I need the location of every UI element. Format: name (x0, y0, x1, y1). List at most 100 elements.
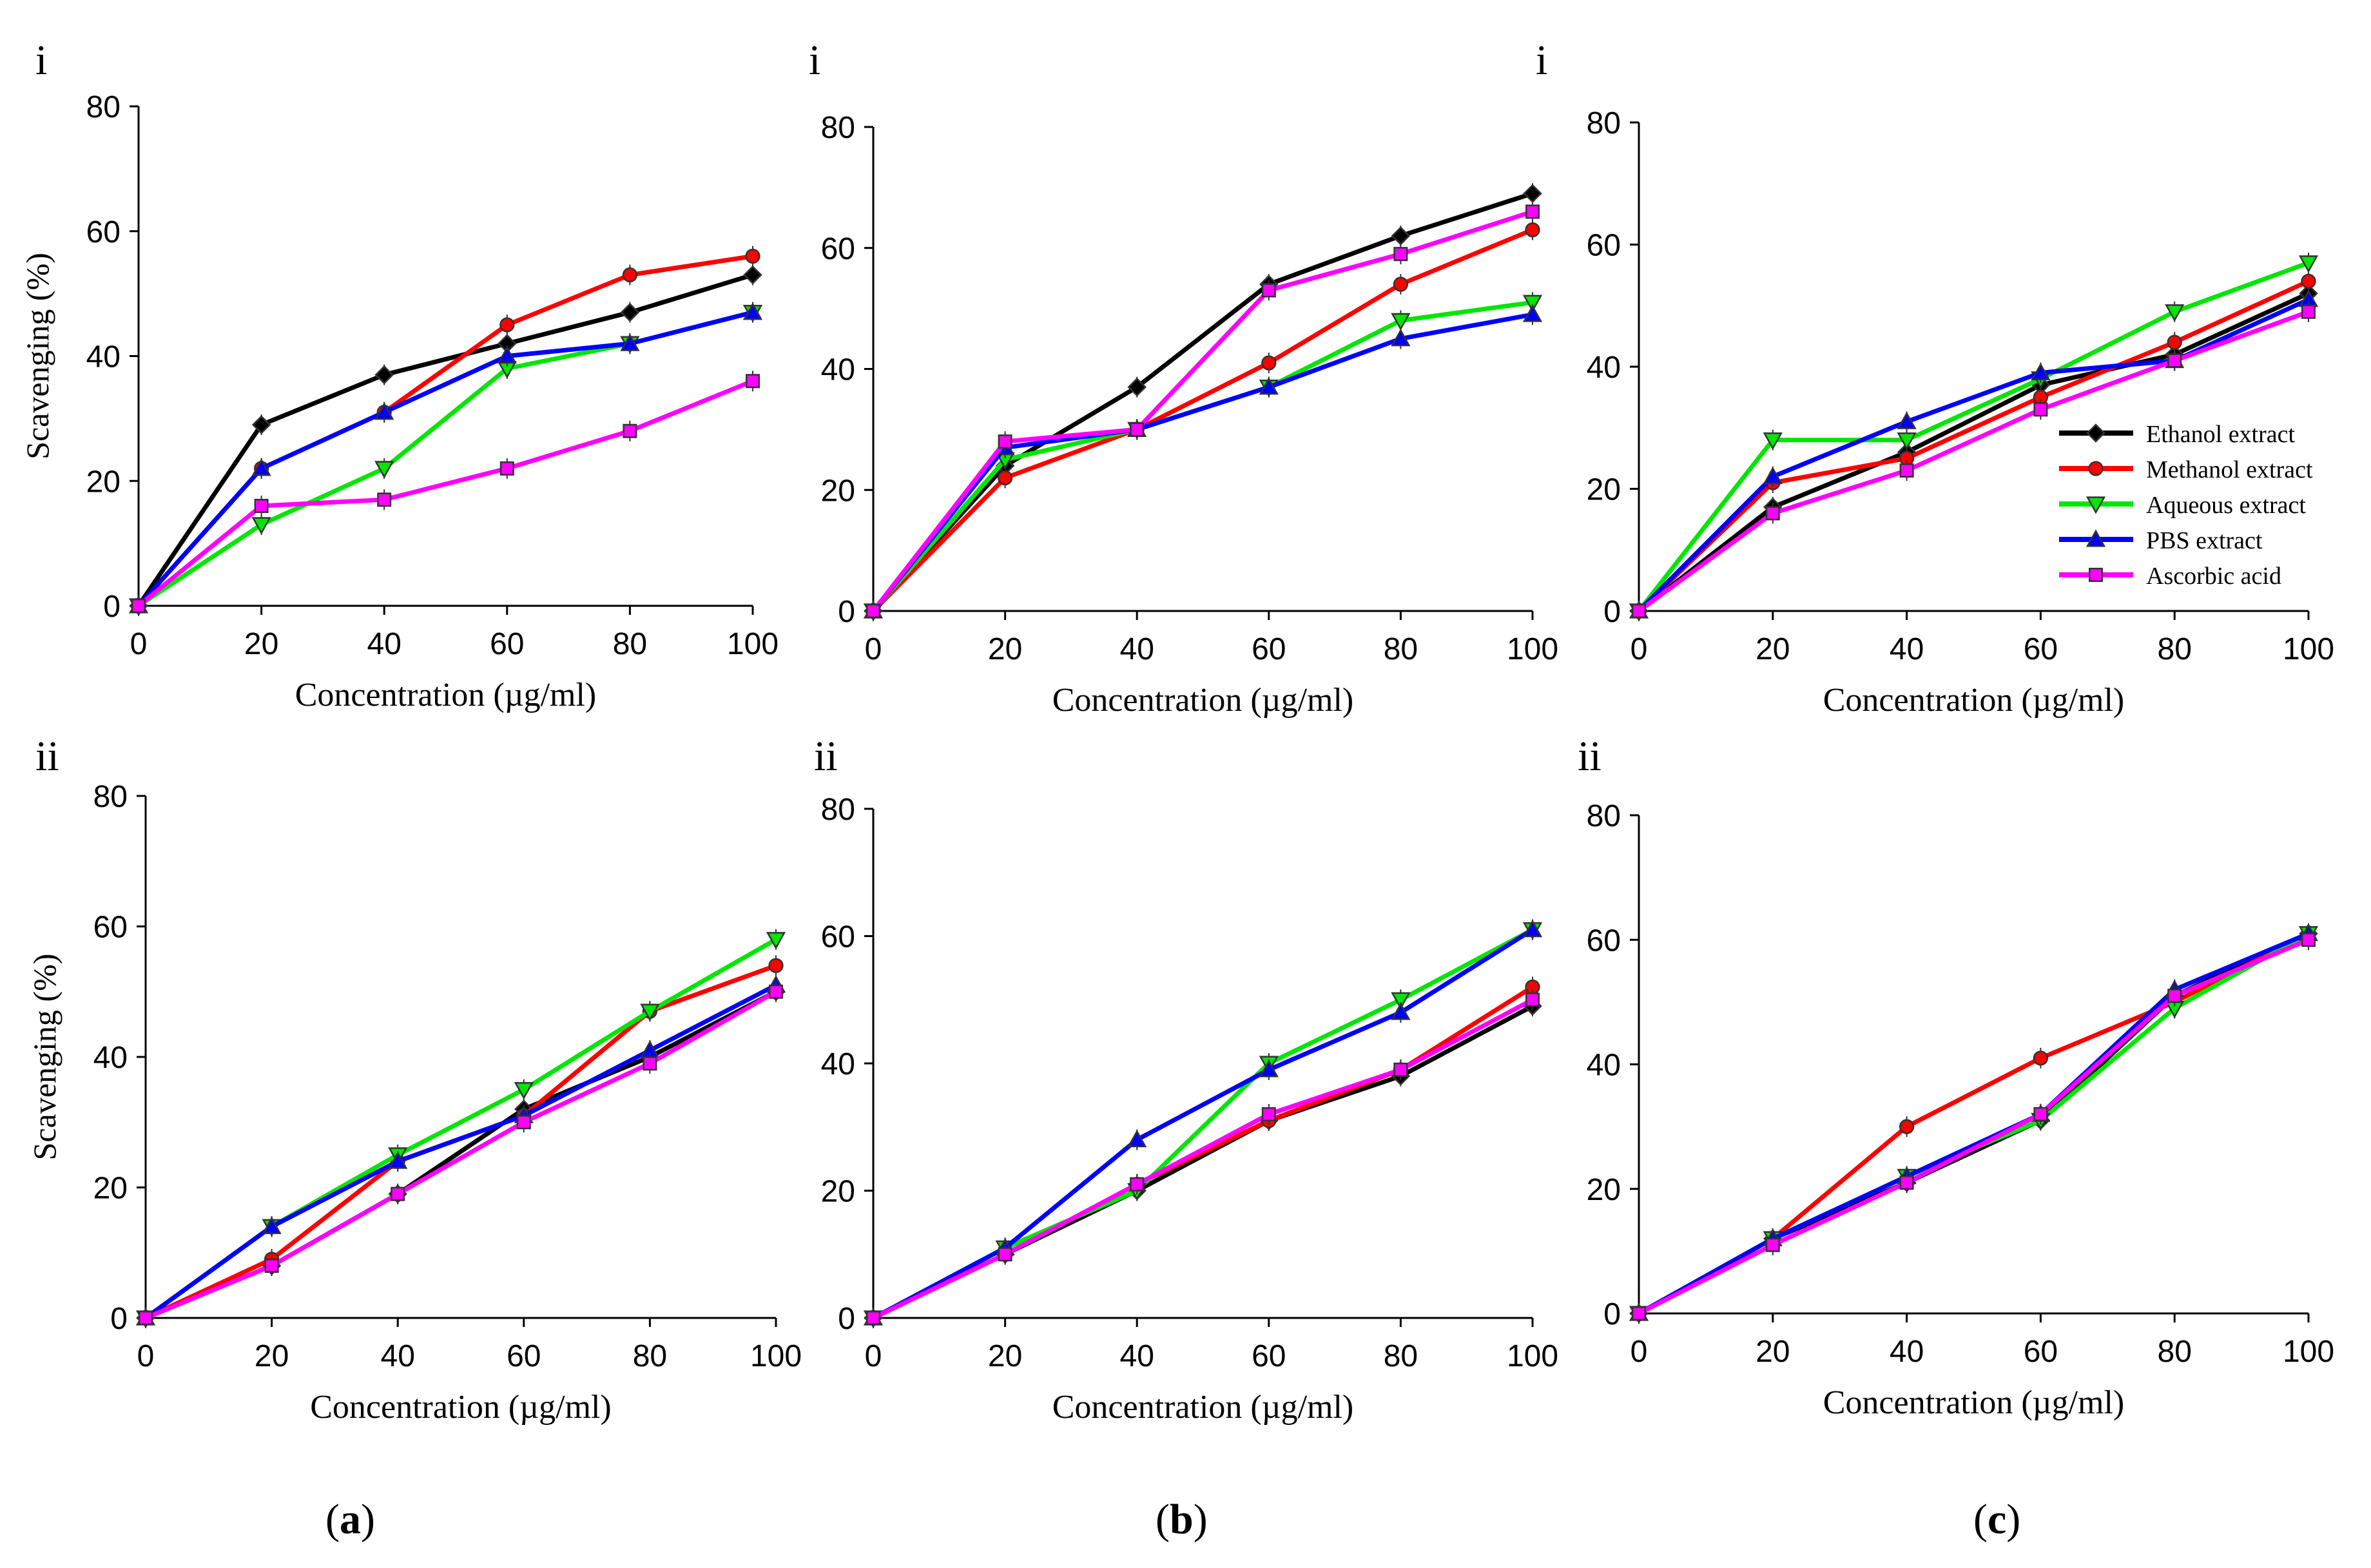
chart-ii-b: ii 0 20 40 60 80 0 20 40 60 80 100 Concentration (µg… (814, 733, 1558, 1426)
chart-i-a-series-aqueous-extract-line (137, 310, 753, 608)
panel-label-a: (a) (325, 1495, 375, 1544)
chart-i-c-xtick-label: 20 (1756, 632, 1790, 666)
chart-ii-a-series-methanol-extract-line (144, 963, 777, 1321)
chart-i-c-xtick-label: 0 (1631, 632, 1648, 666)
chart-i-c-series-ascorbic-acid-point-5 (2301, 304, 2316, 319)
chart-i-c-x-axis-title: Concentration (µg/ml) (1823, 682, 2125, 719)
chart-i-c-ytick-label: 20 (1587, 473, 1621, 507)
chart-i-a-ytick-label: 80 (86, 90, 121, 124)
chart-ii-c-xtick-label: 60 (2024, 1335, 2058, 1369)
chart-ii-c-xtick-label: 0 (1631, 1335, 1648, 1369)
chart-i-b-series-ascorbic-acid-line (871, 209, 1534, 613)
chart-i-a-series-ascorbic-acid-point-1 (254, 499, 269, 513)
chart-ii-c-x-axis-title: Concentration (µg/ml) (1823, 1384, 2125, 1421)
legend-label-ethanol-extract: Ethanol extract (2146, 421, 2296, 448)
chart-ii-c-series-pbs-extract-line (1638, 931, 2310, 1316)
legend-label-ascorbic-acid: Ascorbic acid (2146, 563, 2281, 590)
chart-ii-b-series-aqueous-extract-line (872, 927, 1534, 1321)
chart-i-c: i 0 20 40 60 80 0 20 40 60 80 100 Concentration (µg/… (1536, 37, 2334, 719)
chart-ii-a-series-ascorbic-acid-point-0 (139, 1311, 153, 1325)
chart-ii-a-series-ascorbic-acid-point-4 (643, 1056, 657, 1071)
chart-ii-b-xtick-label: 20 (988, 1339, 1022, 1373)
chart-ii-c: ii 0 20 40 60 80 0 20 40 60 80 100 Concentration (µg… (1578, 733, 2334, 1421)
chart-i-b-series-pbs-extract-point-4 (1391, 328, 1411, 347)
chart-ii-a-y-axis-title: Scavenging (%) (26, 954, 63, 1161)
chart-i-b-xtick-label: 0 (865, 632, 882, 666)
chart-ii-c-ytick-label: 0 (1603, 1297, 1621, 1331)
chart-ii-b-xtick-label: 40 (1120, 1339, 1154, 1373)
chart-i-a-x-axis-title: Concentration (µg/ml) (295, 677, 597, 713)
panel-label-a-letter: a (339, 1496, 361, 1543)
chart-ii-b-series-ascorbic-acid-point-5 (1525, 992, 1540, 1007)
chart-i-a-series-ethanol-extract-point-4 (620, 302, 640, 322)
chart-ii-a-series-aqueous-extract-point-5 (766, 932, 786, 950)
chart-i-c-series-methanol-extract-point-4 (2167, 334, 2182, 350)
chart-i-a-series-ascorbic-acid-point-2 (377, 492, 392, 507)
chart-i-b-xtick-label: 80 (1384, 632, 1418, 666)
chart-i-a-xtick-label: 20 (244, 627, 278, 661)
chart-ii-a-series-aqueous-extract-point-4 (640, 1003, 660, 1021)
chart-ii-a-xtick-label: 60 (507, 1339, 541, 1373)
chart-i-c-series-ascorbic-acid-line (1637, 309, 2310, 613)
chart-i-c-series-aqueous-extract-line (1637, 260, 2310, 613)
legend-label-aqueous-extract: Aqueous extract (2146, 492, 2306, 519)
chart-i-c-series-aqueous-extract-point-5 (2298, 255, 2319, 273)
chart-ii-a-xtick-label: 0 (137, 1339, 155, 1373)
chart-i-c-series-pbs-extract-point-1 (1763, 466, 1783, 485)
chart-ii-c-series-ascorbic-acid-point-2 (1899, 1176, 1914, 1190)
panel-label-a-close: ) (360, 1496, 375, 1543)
chart-ii-a: ii 0 20 40 60 80 0 20 40 60 80 100 Concentration (µg… (26, 733, 802, 1426)
chart-i-c-row-label: i (1536, 37, 1547, 84)
chart-i-b-series-methanol-extract-line (871, 227, 1534, 613)
chart-ii-a-series-methanol-extract-point-5 (768, 958, 784, 973)
chart-ii-b-xtick-label: 100 (1507, 1339, 1558, 1373)
chart-i-c-series-pbs-extract-point-2 (1897, 411, 1917, 429)
chart-i-c-series-ascorbic-acid-point-0 (1632, 604, 1646, 618)
chart-i-a-xtick-label: 0 (130, 627, 148, 661)
chart-i-c-series-methanol-extract-line (1637, 279, 2310, 613)
chart-i-a-series-pbs-extract-point-5 (742, 302, 763, 320)
chart-ii-b-ytick-label: 0 (838, 1302, 855, 1336)
chart-i-a-series-ethanol-extract-point-2 (374, 365, 394, 385)
chart-i-a-xtick-label: 40 (367, 627, 402, 661)
chart-ii-b-xtick-label: 80 (1384, 1339, 1418, 1373)
chart-ii-b-series-ascorbic-acid-point-2 (1130, 1177, 1145, 1192)
chart-i-c-xtick-label: 60 (2024, 632, 2058, 666)
chart-i-b-series-aqueous-extract-line (871, 300, 1533, 613)
chart-i-a-series-ascorbic-acid-line (137, 379, 754, 608)
chart-i-a-series-pbs-extract-line (137, 310, 753, 608)
chart-i-b-series-aqueous-extract-point-4 (1391, 313, 1411, 331)
chart-i-b-series-ethanol-extract-line (871, 191, 1534, 613)
chart-ii-c-ytick-label: 80 (1587, 799, 1621, 833)
chart-ii-a-series-pbs-extract-point-1 (262, 1216, 282, 1234)
chart-ii-b-ytick-label: 60 (821, 920, 855, 954)
chart-ii-a-series-ascorbic-acid-point-5 (769, 984, 783, 999)
chart-ii-a-series-pbs-extract-point-2 (388, 1151, 408, 1169)
chart-i-b-series-ethanol-extract-point-4 (1391, 226, 1411, 246)
legend-marker-ethanol-extract (2086, 423, 2105, 443)
chart-ii-c-xtick-label: 80 (2158, 1335, 2192, 1369)
chart-i-a-ytick-label: 20 (86, 465, 121, 499)
chart-i-c-series-aqueous-extract-point-1 (1763, 432, 1783, 450)
chart-i-b: i 0 20 40 60 80 0 20 40 60 80 100 Concentration (µg/… (809, 37, 1558, 719)
chart-ii-a-series-ethanol-extract-line (144, 989, 777, 1321)
chart-i-a-series-aqueous-extract-point-1 (251, 517, 271, 535)
chart-ii-c-series-methanol-extract-point-2 (1899, 1119, 1915, 1134)
chart-i-a-series-methanol-extract-point-4 (622, 267, 638, 283)
chart-i-a-series-ascorbic-acid-point-4 (623, 423, 637, 438)
chart-i-c-series-pbs-extract-point-3 (2031, 362, 2051, 381)
chart-i-c-series-aqueous-extract-point-4 (2165, 304, 2185, 322)
chart-ii-b-series-ascorbic-acid-point-0 (866, 1311, 880, 1325)
chart-ii-c-series-methanol-extract-point-3 (2033, 1050, 2049, 1066)
chart-i-a-series-ethanol-extract-point-5 (743, 265, 762, 285)
chart-ii-a-xtick-label: 40 (381, 1339, 415, 1373)
chart-i-c-series-ascorbic-acid-point-1 (1765, 506, 1780, 521)
chart-ii-c-xtick-label: 20 (1756, 1335, 1790, 1369)
chart-i-c-series-methanol-extract-point-5 (2301, 273, 2316, 289)
chart-ii-a-series-aqueous-extract-point-3 (514, 1081, 534, 1100)
chart-ii-b-series-pbs-extract-line (872, 927, 1534, 1321)
chart-i-b-ytick-label: 40 (821, 353, 855, 387)
chart-i-b-series-methanol-extract-point-5 (1525, 222, 1540, 238)
chart-i-a-series-methanol-extract-point-5 (745, 248, 760, 264)
chart-ii-b-series-ascorbic-acid-point-4 (1393, 1062, 1408, 1077)
